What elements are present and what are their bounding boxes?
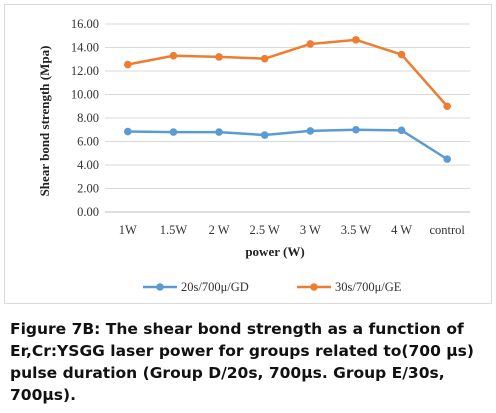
x-tick-label: 2 W xyxy=(209,223,230,237)
data-point xyxy=(260,54,269,63)
data-point xyxy=(215,128,223,136)
legend-label: 20s/700μ/GD xyxy=(181,280,249,294)
x-tick-label: 1W xyxy=(119,223,137,237)
x-tick-label: 1.5W xyxy=(160,223,188,237)
data-point xyxy=(443,102,451,111)
x-axis-label: power (W) xyxy=(245,244,304,259)
data-point xyxy=(306,40,315,48)
x-tick-label: 3.5 W xyxy=(341,223,372,237)
data-point xyxy=(169,51,178,60)
data-point xyxy=(306,127,315,135)
y-tick-label: 14.00 xyxy=(71,41,99,55)
x-tick-label: 2.5 W xyxy=(250,223,281,237)
x-tick-label: 3 W xyxy=(300,223,321,237)
x-tick-label: 4 W xyxy=(391,223,412,237)
chart-frame: 0.00 2.00 4.00 6.00 8.00 10.00 12.00 14.00 16.00… xyxy=(4,4,492,304)
figure-caption: Figure 7B: The shear bond strength as a … xyxy=(10,320,474,404)
y-tick-label: 6.00 xyxy=(77,135,99,149)
y-tick-label: 8.00 xyxy=(77,111,99,125)
data-point xyxy=(352,125,360,134)
data-point xyxy=(215,53,223,61)
data-point xyxy=(443,155,451,163)
data-point xyxy=(124,127,132,136)
series-line-2 xyxy=(127,38,449,108)
data-point xyxy=(124,60,132,69)
legend-marker xyxy=(310,283,318,291)
data-point xyxy=(260,131,269,139)
x-tick-label: control xyxy=(429,223,465,237)
y-tick-label: 16.00 xyxy=(71,17,99,31)
y-tick-label: 4.00 xyxy=(77,158,99,172)
data-point xyxy=(397,50,406,59)
line-chart: 0.00 2.00 4.00 6.00 8.00 10.00 12.00 14.00 16.00… xyxy=(37,17,470,294)
y-axis-label: Shear bond strength (Mpa) xyxy=(37,46,52,197)
data-point xyxy=(352,36,360,44)
data-point xyxy=(397,126,406,135)
data-point xyxy=(169,128,178,136)
y-tick-label: 10.00 xyxy=(71,88,99,102)
series-line-1 xyxy=(127,128,448,161)
y-tick-label: 0.00 xyxy=(77,205,99,219)
legend-marker xyxy=(156,283,164,291)
y-tick-label: 2.00 xyxy=(77,182,99,196)
legend: 20s/700μ/GD 30s/700μ/GE xyxy=(143,280,402,294)
y-tick-label: 12.00 xyxy=(71,64,99,78)
legend-label: 30s/700μ/GE xyxy=(335,280,402,294)
